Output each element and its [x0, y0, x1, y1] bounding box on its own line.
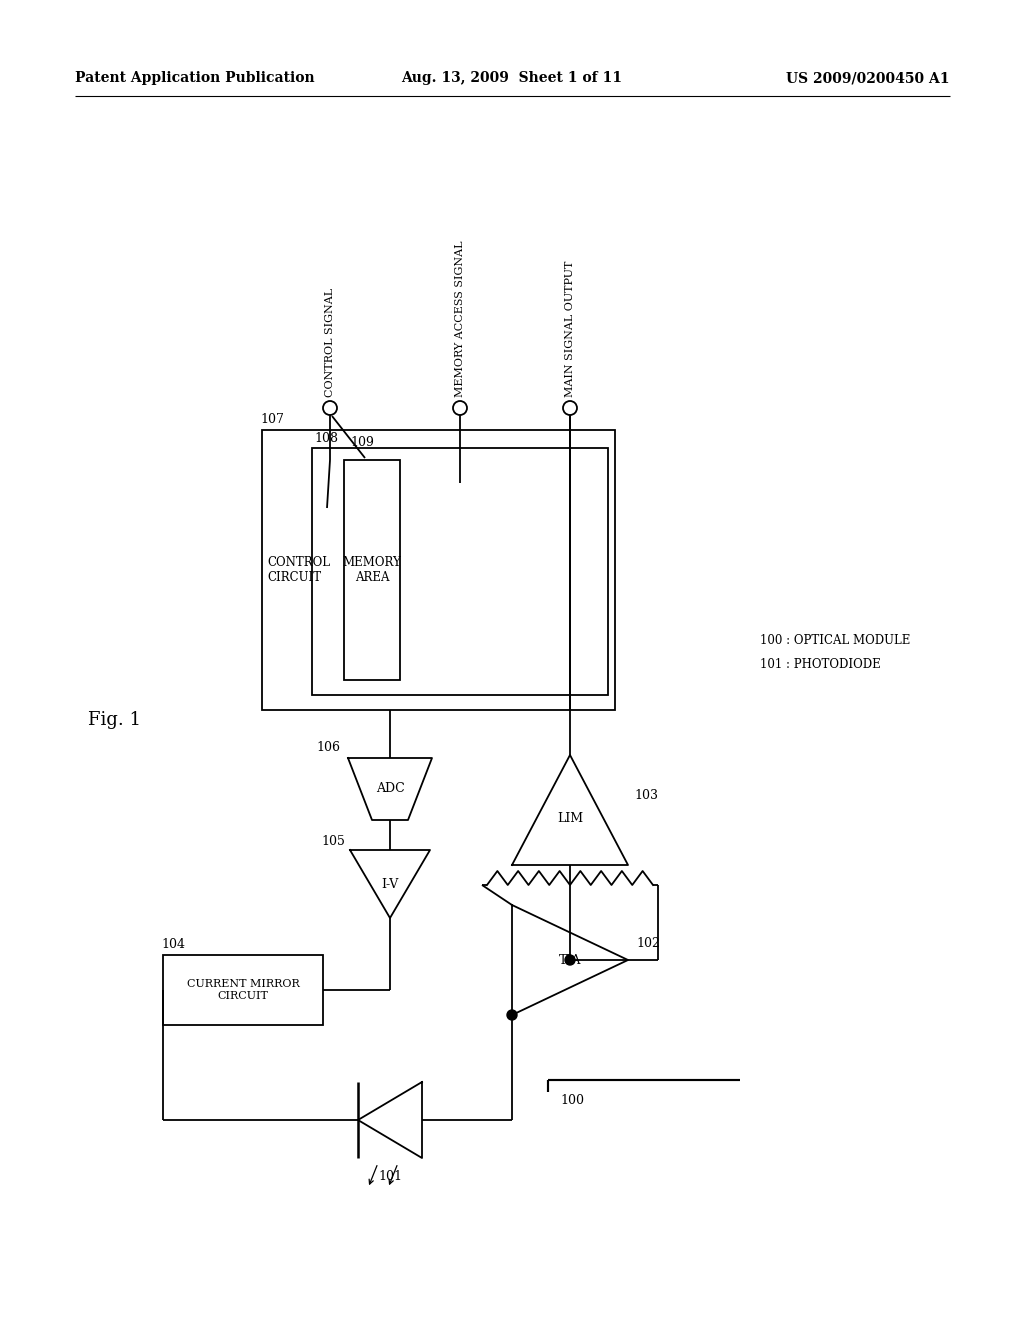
Text: MEMORY ACCESS SIGNAL: MEMORY ACCESS SIGNAL — [455, 240, 465, 397]
Text: 106: 106 — [316, 741, 340, 754]
Text: MAIN SIGNAL OUTPUT: MAIN SIGNAL OUTPUT — [565, 260, 575, 397]
Text: MEMORY
AREA: MEMORY AREA — [343, 556, 401, 583]
Text: 104: 104 — [161, 939, 185, 950]
Bar — [312, 447, 608, 696]
Text: Aug. 13, 2009  Sheet 1 of 11: Aug. 13, 2009 Sheet 1 of 11 — [401, 71, 623, 84]
Text: CONTROL
CIRCUIT: CONTROL CIRCUIT — [267, 556, 330, 583]
Text: LIM: LIM — [557, 812, 583, 825]
Bar — [163, 954, 323, 1026]
Text: 100: 100 — [560, 1094, 584, 1107]
Text: 101 : PHOTODIODE: 101 : PHOTODIODE — [760, 659, 881, 672]
Text: Fig. 1: Fig. 1 — [88, 711, 141, 729]
Circle shape — [565, 954, 575, 965]
Text: 100 : OPTICAL MODULE: 100 : OPTICAL MODULE — [760, 634, 910, 647]
Text: Patent Application Publication: Patent Application Publication — [75, 71, 314, 84]
Text: 107: 107 — [260, 413, 284, 426]
Circle shape — [507, 1010, 517, 1020]
Text: ADC: ADC — [376, 783, 404, 796]
Text: US 2009/0200450 A1: US 2009/0200450 A1 — [786, 71, 950, 84]
Bar — [262, 430, 615, 710]
Text: 108: 108 — [314, 432, 338, 445]
Text: I-V: I-V — [381, 878, 398, 891]
Text: 103: 103 — [634, 789, 658, 803]
Text: TIA: TIA — [559, 953, 582, 966]
Bar — [344, 459, 400, 680]
Text: 109: 109 — [350, 436, 374, 449]
Text: CONTROL SIGNAL: CONTROL SIGNAL — [325, 288, 335, 397]
Text: 102: 102 — [636, 937, 659, 950]
Text: 105: 105 — [322, 836, 345, 847]
Text: CURRENT MIRROR
CIRCUIT: CURRENT MIRROR CIRCUIT — [186, 979, 299, 1001]
Text: 101: 101 — [378, 1170, 402, 1183]
